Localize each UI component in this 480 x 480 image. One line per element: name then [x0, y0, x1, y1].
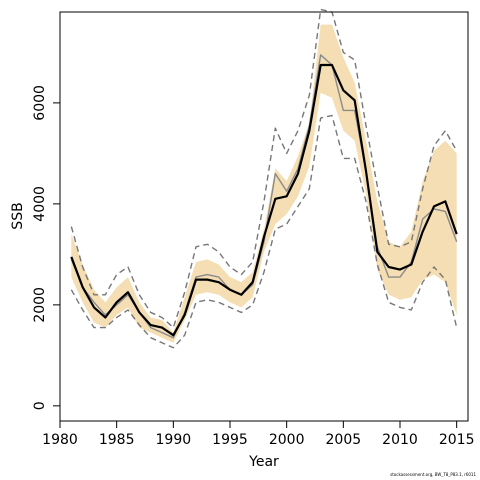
credit-text: stockassessment.org, BW_T8_P83.1, r6011	[390, 472, 476, 477]
y-tick-label: 6000	[32, 85, 48, 121]
x-tick-label: 1990	[156, 432, 192, 448]
x-tick-label: 1980	[42, 432, 78, 448]
y-axis-label: SSB	[10, 202, 26, 229]
x-tick-label: 2000	[269, 432, 305, 448]
x-tick-label: 1985	[99, 432, 135, 448]
plot-frame	[59, 11, 469, 422]
lower-dashed-line	[70, 114, 458, 349]
y-tick-label: 0	[32, 401, 48, 410]
x-tick-label: 1995	[212, 432, 248, 448]
x-tick-label: 2015	[439, 432, 475, 448]
y-tick-label: 2000	[32, 287, 48, 323]
y-tick-label: 4000	[32, 186, 48, 222]
x-axis-label: Year	[248, 454, 279, 470]
estimate-line	[70, 63, 458, 337]
axis-layer: 1980 1985 1990 1995 2000 2005 2010 2015 0 2000 400…	[32, 85, 474, 448]
upper-dashed-line	[70, 8, 458, 329]
series-line-layer	[70, 8, 458, 349]
x-tick-label: 2005	[326, 432, 362, 448]
x-tick-label: 2010	[382, 432, 418, 448]
